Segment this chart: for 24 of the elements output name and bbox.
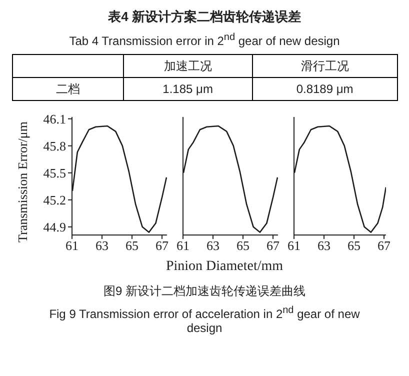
x-tick-label: 63 (96, 238, 108, 254)
y-axis-title: Transmission Error/μm (15, 122, 31, 242)
x-tick-label: 67 (155, 238, 169, 254)
x-tick-label: 67 (377, 238, 391, 254)
x-axis-title: Pinion Diametet/mm (164, 259, 284, 275)
x-tick-label: 61 (66, 238, 78, 254)
table-frame: 加速工况 滑行工况 二档 1.185 μm 0.8189 μm (12, 54, 398, 101)
text: Fig 9 Transmission error of acceleration in 2$^{nd}$ gear of new design (49, 305, 360, 335)
y-tick-label: 45.2 (43, 192, 66, 208)
x-tick-label: 65 (347, 238, 360, 254)
x-tick-label: 63 (317, 238, 330, 254)
caption: 图9 新设计二档加速齿轮传递误差曲线 (102, 283, 306, 300)
x-tick-label: 67 (266, 238, 280, 254)
x-tick-label: 65 (236, 238, 250, 254)
x-tick-label: 61 (287, 238, 300, 254)
x-tick-label: 61 (176, 238, 190, 254)
y-tick-label: 45.8 (43, 138, 66, 154)
text: 表4 新设计方案二档齿轮传递误差 (107, 8, 302, 26)
text: Tab 4 Transmission error in 2$^{nd}$ gear of new design (68, 32, 341, 48)
y-tick-label: 44.9 (43, 220, 66, 235)
x-tick-label: 63 (206, 238, 220, 254)
x-tick-label: 65 (126, 238, 138, 254)
y-tick-label: 46.1 (43, 111, 66, 126)
y-tick-label: 45.5 (43, 165, 66, 180)
